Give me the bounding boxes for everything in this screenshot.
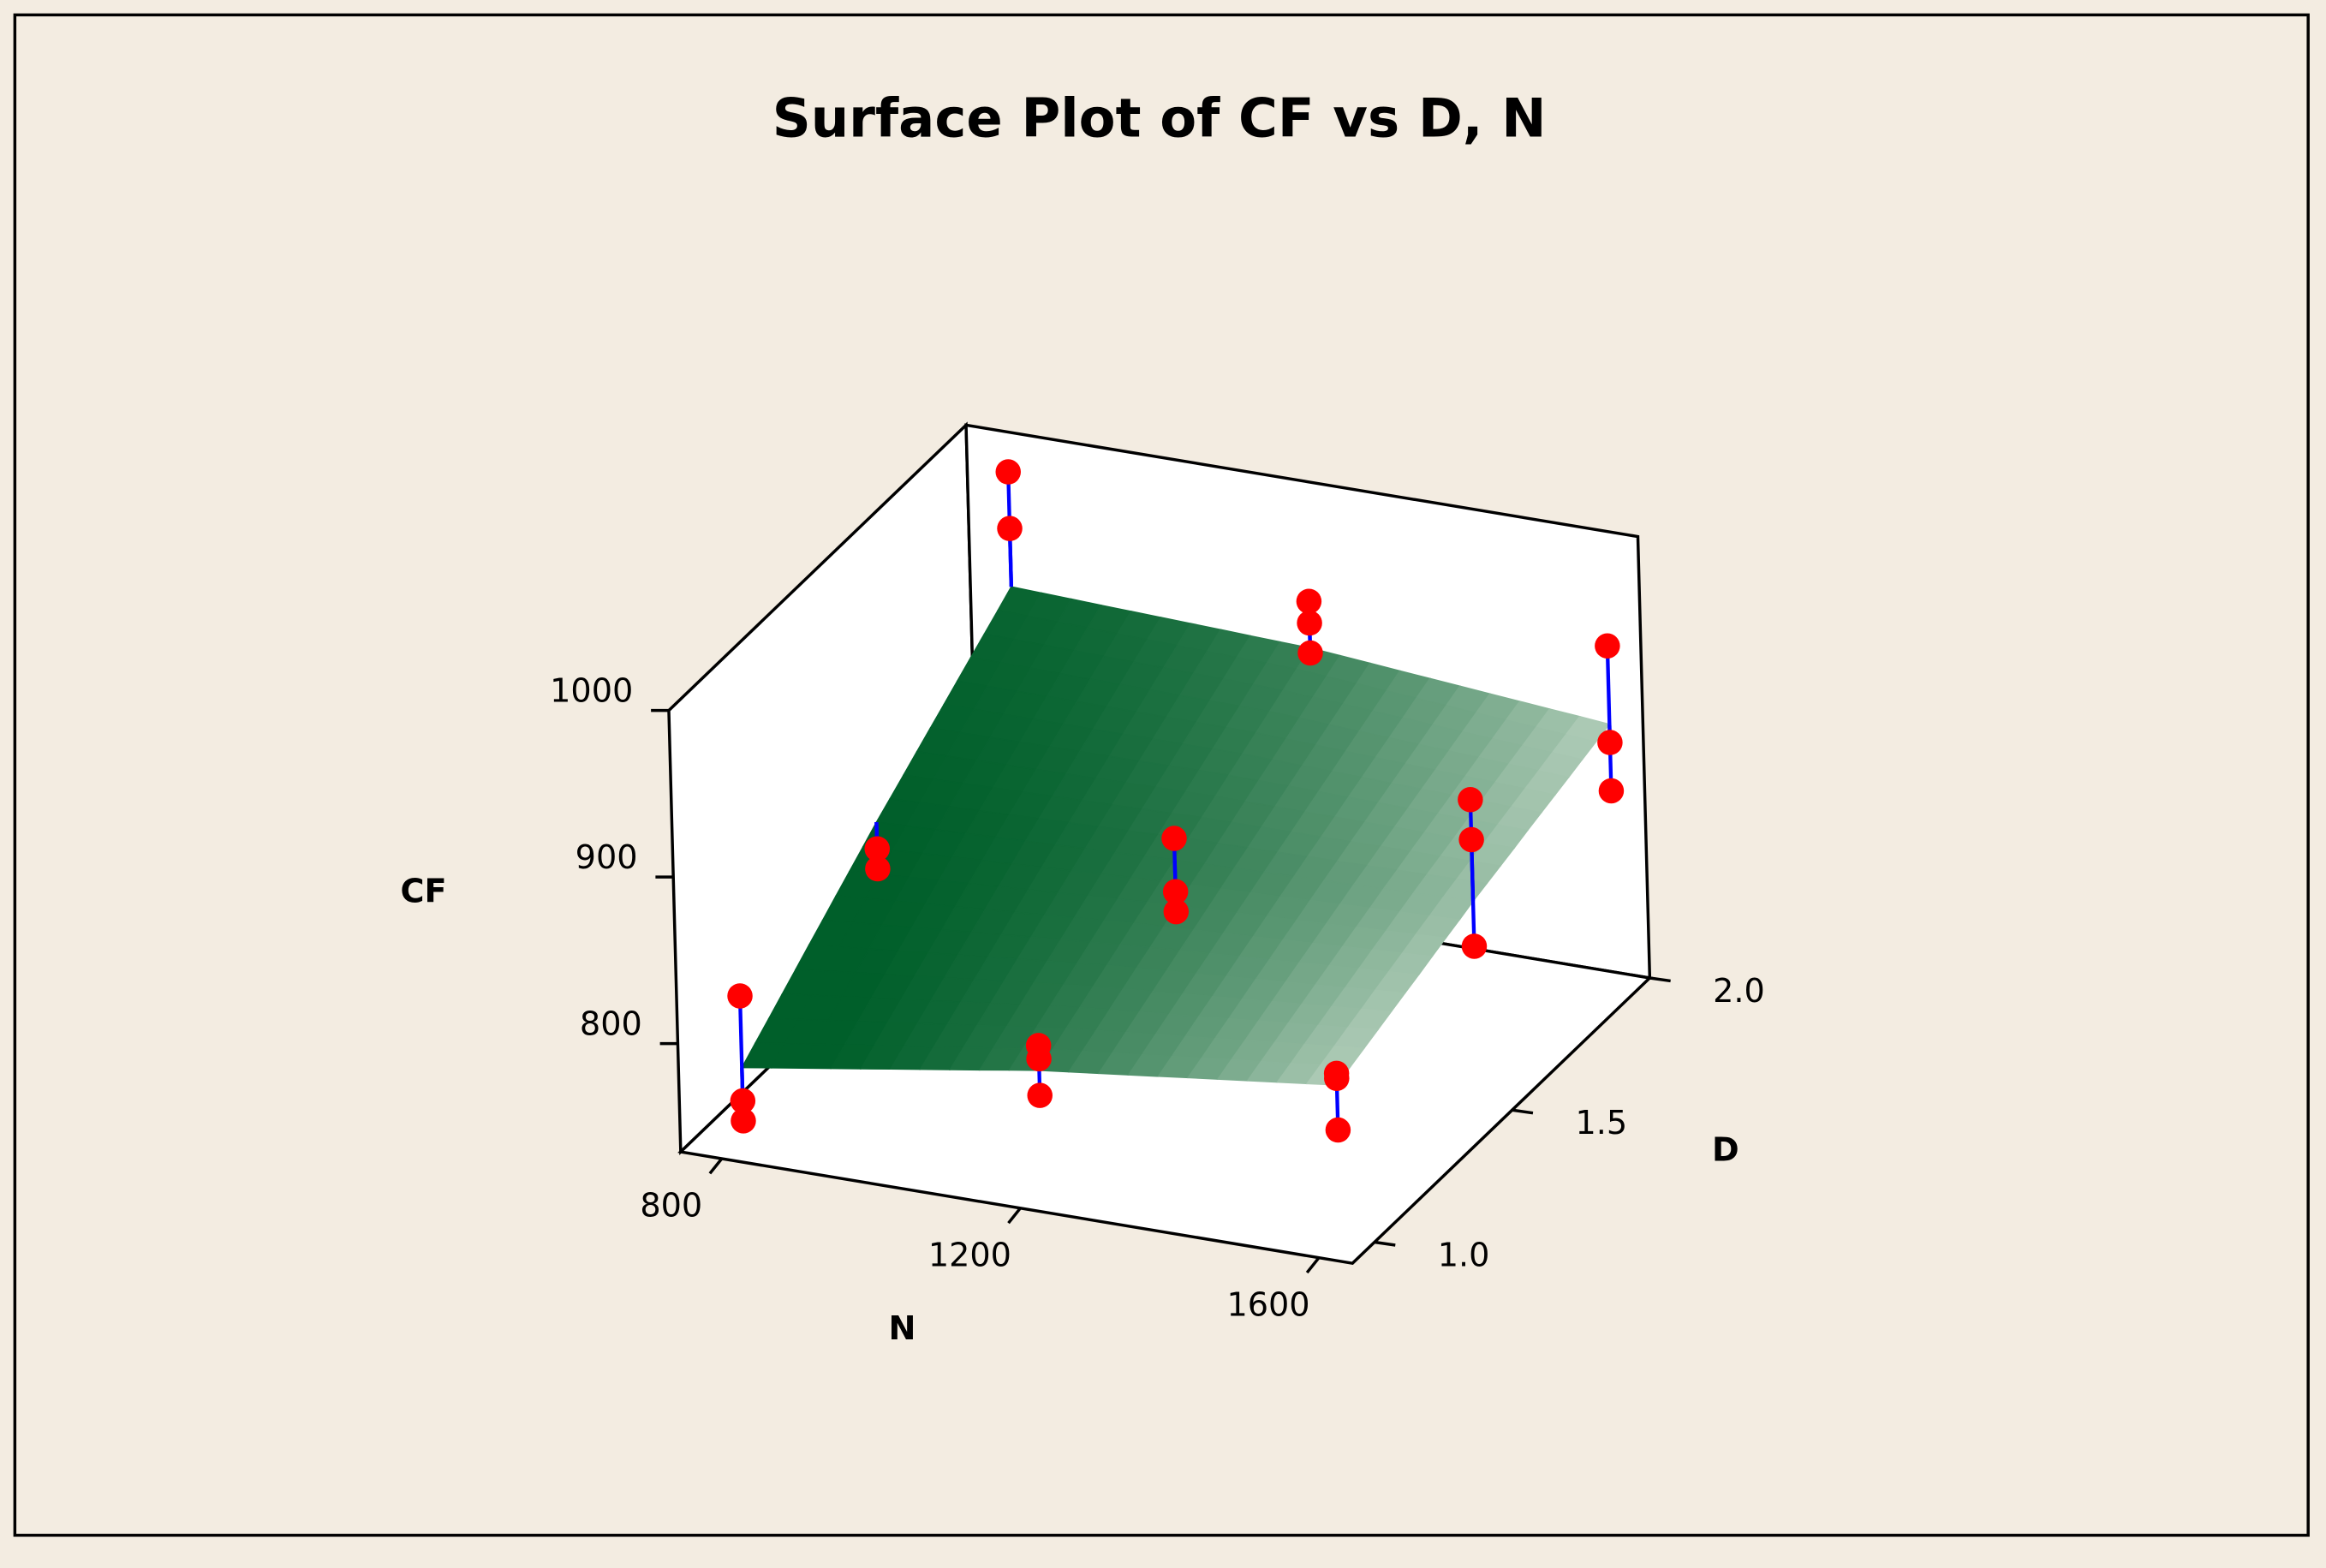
data-point	[995, 459, 1021, 485]
data-point	[1458, 787, 1483, 813]
z-tick-label: 1000	[550, 672, 633, 710]
x-tick-label: 1600	[1226, 1286, 1309, 1324]
data-point	[1027, 1082, 1053, 1108]
x-tick-label: 1200	[928, 1237, 1011, 1275]
data-point	[731, 1108, 756, 1134]
data-point	[1297, 610, 1322, 636]
data-point	[1461, 933, 1488, 959]
y-tick	[1512, 1108, 1534, 1115]
data-point	[1595, 633, 1620, 659]
data-point	[1163, 898, 1190, 925]
x-tick-label: 800	[640, 1188, 702, 1225]
y-tick	[1649, 976, 1671, 983]
z-tick-label: 900	[576, 839, 638, 877]
data-point	[1161, 826, 1187, 851]
y-tick	[1374, 1240, 1396, 1247]
data-point	[1598, 778, 1625, 804]
data-point	[730, 1088, 756, 1114]
y-tick-label: 1.0	[1438, 1237, 1490, 1274]
z-axis-label: CF	[401, 873, 447, 911]
stem	[1605, 646, 1612, 724]
y-tick-label: 2.0	[1713, 973, 1765, 1011]
data-point	[1323, 1060, 1350, 1087]
data-point	[1296, 588, 1322, 614]
y-tick-label: 1.5	[1575, 1105, 1627, 1142]
z-tick-label: 800	[580, 1005, 642, 1043]
data-point	[1458, 826, 1484, 853]
data-point	[864, 836, 891, 862]
y-axis-label: D	[1712, 1132, 1739, 1170]
x-tick	[1007, 1207, 1022, 1225]
data-point	[727, 983, 753, 1009]
data-point	[1597, 730, 1623, 755]
data-point	[1025, 1033, 1052, 1058]
x-tick	[708, 1157, 724, 1175]
data-point	[997, 516, 1023, 541]
data-point	[865, 856, 891, 882]
x-tick	[1305, 1256, 1321, 1274]
data-point	[1162, 879, 1189, 905]
data-point	[1325, 1117, 1351, 1143]
x-axis-label: N	[888, 1310, 915, 1348]
chart-title: Surface Plot of CF vs D, N	[772, 86, 1547, 149]
data-point	[1297, 640, 1323, 666]
